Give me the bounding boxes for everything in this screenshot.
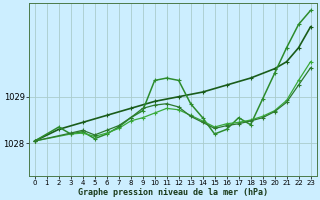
X-axis label: Graphe pression niveau de la mer (hPa): Graphe pression niveau de la mer (hPa) (78, 188, 268, 197)
